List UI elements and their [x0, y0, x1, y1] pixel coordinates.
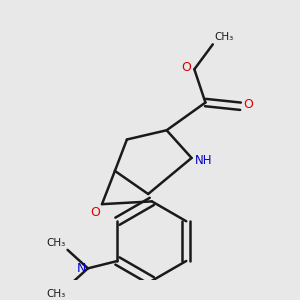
Text: CH₃: CH₃: [215, 32, 234, 42]
Text: NH: NH: [195, 154, 213, 167]
Text: O: O: [243, 98, 253, 111]
Text: N: N: [77, 262, 86, 275]
Text: CH₃: CH₃: [46, 238, 66, 248]
Text: O: O: [182, 61, 192, 74]
Text: CH₃: CH₃: [46, 289, 66, 299]
Text: O: O: [90, 206, 100, 219]
